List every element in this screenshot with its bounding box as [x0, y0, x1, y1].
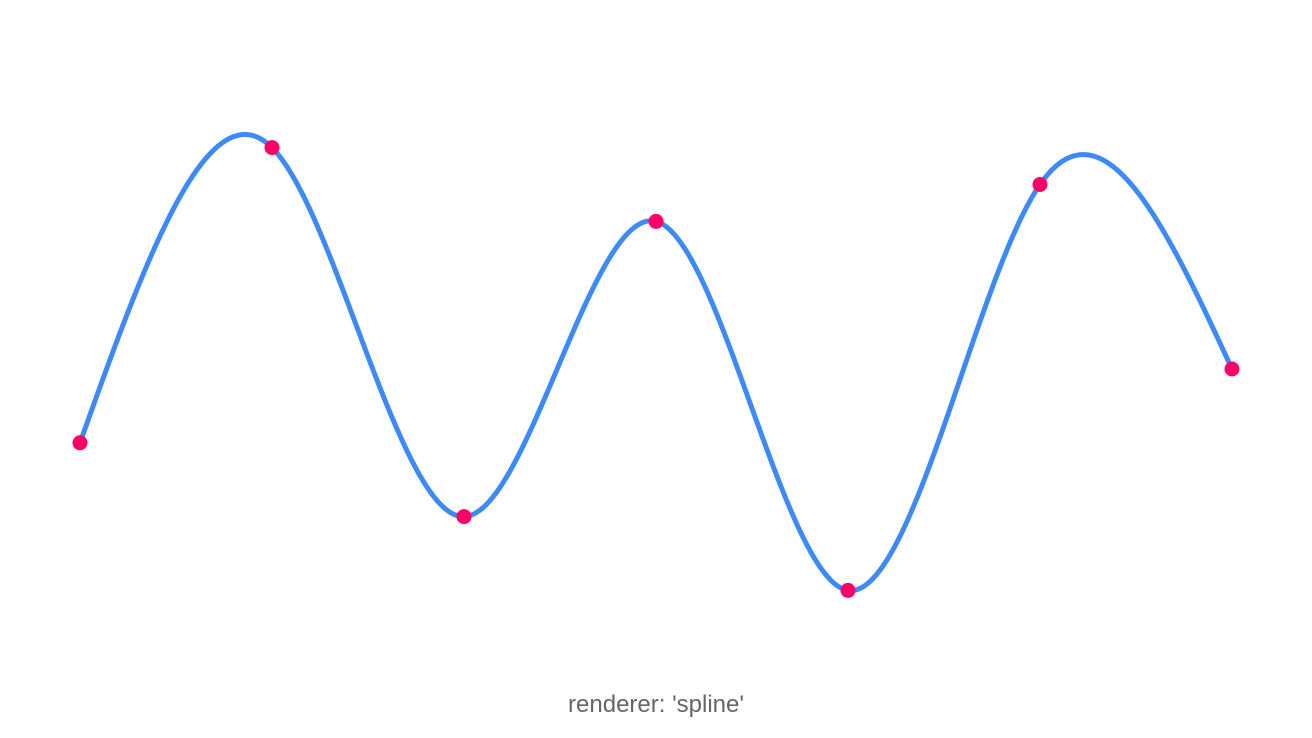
series-line-0 [77, 132, 1235, 594]
points-layer [72, 140, 1240, 598]
data-point-4[interactable] [840, 582, 856, 598]
data-point-0[interactable] [72, 435, 88, 451]
data-point-2[interactable] [456, 509, 472, 525]
data-point-1[interactable] [264, 140, 280, 156]
data-point-6[interactable] [1224, 361, 1240, 377]
renderer-caption: renderer: 'spline' [568, 691, 744, 718]
data-point-5[interactable] [1032, 177, 1048, 192]
data-point-3[interactable] [648, 213, 664, 229]
series-layer [77, 132, 1235, 594]
